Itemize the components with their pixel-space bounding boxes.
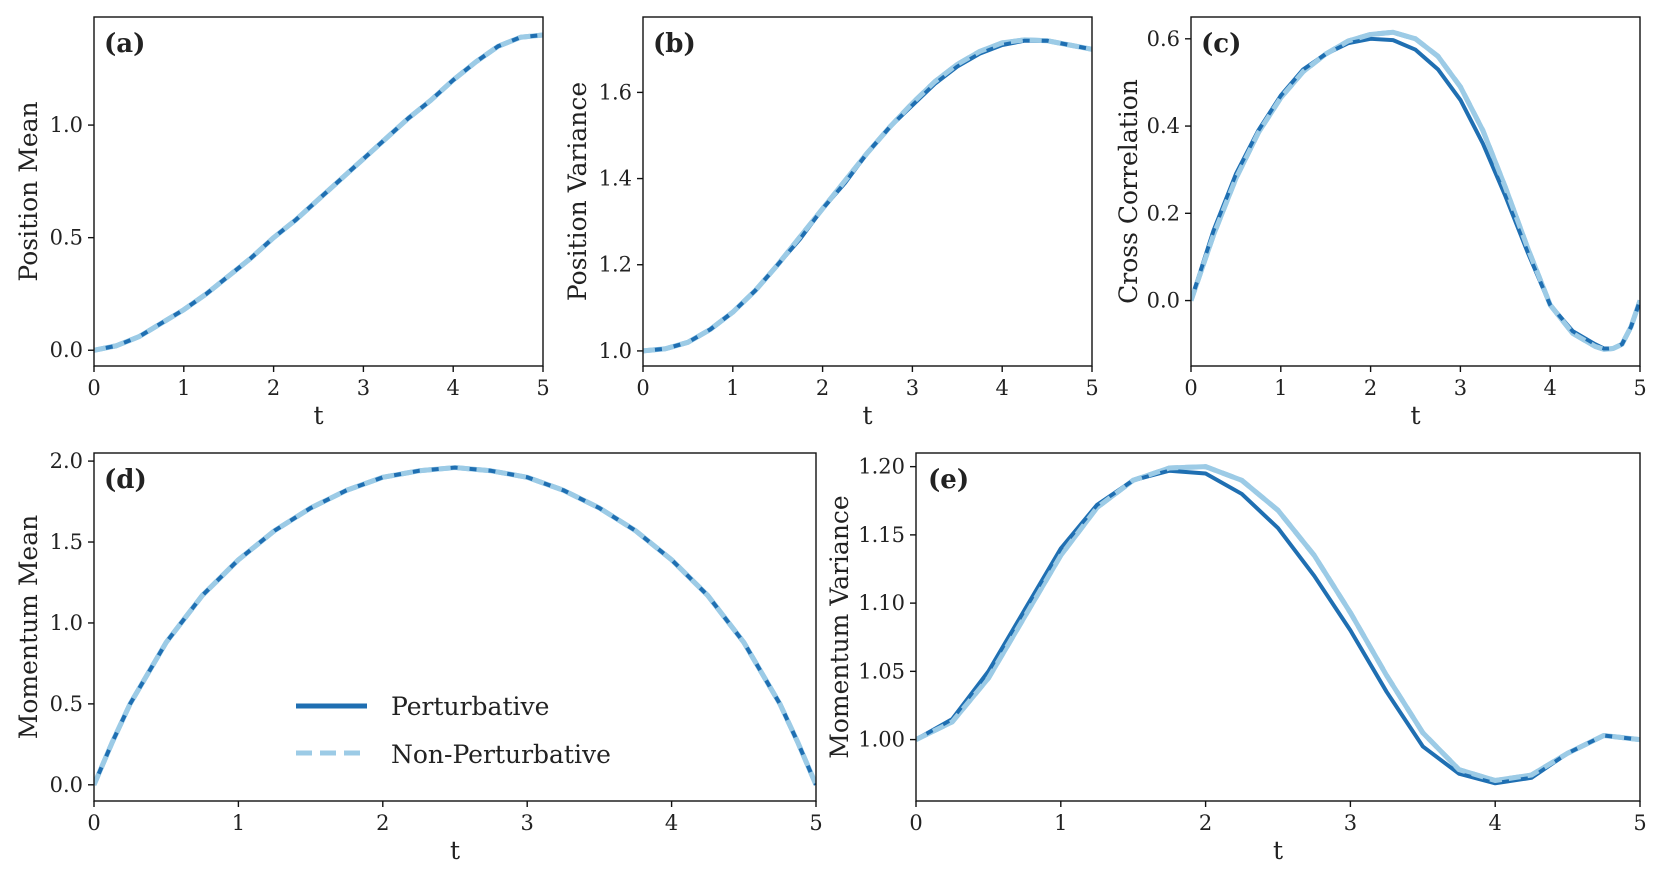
panel-d-ylabel: Momentum Mean — [14, 515, 43, 739]
panel-a-xtick-label: 4 — [447, 376, 460, 400]
panel-c-xtick-label: 0 — [1184, 376, 1197, 400]
panel-a-ytick-label: 0.5 — [50, 226, 83, 250]
panel-c-xtick-label: 4 — [1544, 376, 1557, 400]
panel-e-ytick-label: 1.05 — [858, 659, 905, 683]
legend: Perturbative Non-Perturbative — [296, 692, 611, 769]
panel-e-xtick-label: 2 — [1199, 811, 1212, 835]
panel-d-xtick-label: 0 — [87, 811, 100, 835]
panel-e-ytick-label: 1.20 — [858, 455, 905, 479]
panel-c-series-non-perturbative-under — [1191, 29, 1640, 352]
panel-d-ytick-label: 0.5 — [50, 692, 83, 716]
panel-e-xtick-label: 4 — [1489, 811, 1502, 835]
panel-c-series-perturbative — [1191, 36, 1640, 351]
panel-c-xtick-label: 1 — [1274, 376, 1287, 400]
panel-d-tag: (d) — [104, 465, 147, 495]
legend-label-perturbative: Perturbative — [391, 692, 549, 721]
panel-b-ytick-label: 1.2 — [599, 253, 632, 277]
panel-b-xtick-label: 2 — [816, 376, 829, 400]
panel-a-ylabel: Position Mean — [14, 101, 43, 281]
panel-b-series-non-perturbative — [643, 37, 1092, 354]
panel-e: 0 1 2 3 4 5 1.00 1.05 1.10 1.15 1.20 t Momentum Vari… — [825, 452, 1647, 865]
panel-b-tag: (b) — [653, 29, 696, 59]
panel-b-xtick-label: 1 — [726, 376, 739, 400]
panel-b-xlabel: t — [862, 401, 872, 430]
panel-e-tag: (e) — [928, 465, 969, 495]
legend-label-non-perturbative: Non-Perturbative — [391, 740, 611, 769]
panel-c-ytick-label: 0.4 — [1147, 114, 1180, 138]
panel-a-xtick-label: 5 — [536, 376, 549, 400]
panel-e-series-non-perturbative — [916, 464, 1640, 784]
panel-c-ytick-label: 0.0 — [1147, 289, 1180, 313]
panel-a-series-non-perturbative — [94, 32, 543, 353]
panel-b-xtick-label: 5 — [1085, 376, 1098, 400]
panel-d-xlabel: t — [450, 836, 460, 865]
panel-d-series-perturbative — [94, 465, 816, 786]
panel-b-series-perturbative — [643, 38, 1092, 353]
panel-b-xtick-label: 4 — [996, 376, 1009, 400]
panel-c: 0 1 2 3 4 5 0.0 0.2 0.4 0.6 t Cross Correlation (c) — [1114, 16, 1647, 430]
panel-a-xtick-label: 1 — [177, 376, 190, 400]
panel-c-ytick-label: 0.2 — [1147, 201, 1180, 225]
panel-d-ytick-label: 1.0 — [50, 611, 83, 635]
panel-e-xtick-label: 1 — [1054, 811, 1067, 835]
panel-a-xtick-label: 3 — [357, 376, 370, 400]
panel-b-series-non-perturbative-under — [643, 37, 1092, 354]
panel-d-xtick-label: 2 — [376, 811, 389, 835]
panel-e-ytick-label: 1.15 — [858, 523, 905, 547]
panel-d-frame — [93, 452, 817, 802]
panel-d-ytick-label: 2.0 — [50, 449, 83, 473]
panel-d-xtick-label: 3 — [521, 811, 534, 835]
panel-c-tag: (c) — [1201, 29, 1241, 59]
panel-b-xtick-label: 0 — [636, 376, 649, 400]
panel-d-xtick-label: 4 — [665, 811, 678, 835]
panel-c-ylabel: Cross Correlation — [1114, 79, 1143, 304]
panel-e-series-non-perturbative-under — [916, 464, 1640, 784]
panel-a-series-perturbative — [94, 33, 543, 353]
panel-e-xtick-label: 0 — [909, 811, 922, 835]
panel-a-xtick-label: 0 — [87, 376, 100, 400]
panel-b-ytick-label: 1.6 — [599, 80, 632, 104]
panel-a-xtick-label: 2 — [267, 376, 280, 400]
panel-b: 0 1 2 3 4 5 1.0 1.2 1.4 1.6 t Position Variance (b) — [563, 16, 1099, 430]
panel-d-series-non-perturbative — [94, 465, 816, 786]
panel-d-xtick-label: 5 — [809, 811, 822, 835]
panel-c-ytick-label: 0.6 — [1147, 27, 1180, 51]
panel-e-ylabel: Momentum Variance — [825, 495, 854, 758]
panel-e-xtick-label: 3 — [1344, 811, 1357, 835]
panel-e-ytick-label: 1.00 — [858, 728, 905, 752]
panel-c-xtick-label: 3 — [1454, 376, 1467, 400]
panel-b-ylabel: Position Variance — [563, 82, 592, 301]
panel-d-series-non-perturbative-under — [94, 465, 816, 786]
panel-a-tag: (a) — [104, 29, 145, 59]
panel-a-xlabel: t — [313, 401, 323, 430]
panel-c-xtick-label: 5 — [1633, 376, 1646, 400]
panel-e-frame — [915, 452, 1641, 802]
panel-a-ytick-label: 1.0 — [50, 113, 83, 137]
panel-c-frame — [1190, 16, 1641, 367]
panel-e-xtick-label: 5 — [1633, 811, 1646, 835]
panel-a-frame — [93, 16, 544, 367]
panel-d-ytick-label: 0.0 — [50, 773, 83, 797]
panel-e-ytick-label: 1.10 — [858, 591, 905, 615]
panel-b-frame — [642, 16, 1093, 367]
panel-b-ytick-label: 1.0 — [599, 339, 632, 363]
panel-a-series-non-perturbative-under — [94, 32, 543, 353]
panel-e-series-perturbative — [916, 468, 1640, 786]
panel-d: 0 1 2 3 4 5 0.0 0.5 1.0 1.5 2.0 t Momentum Mean (d) — [14, 449, 823, 865]
panel-d-xtick-label: 1 — [232, 811, 245, 835]
panel-b-ytick-label: 1.4 — [599, 167, 632, 191]
panel-c-xtick-label: 2 — [1364, 376, 1377, 400]
panel-b-xtick-label: 3 — [906, 376, 919, 400]
panel-c-xlabel: t — [1410, 401, 1420, 430]
panel-a-ytick-label: 0.0 — [50, 338, 83, 362]
panel-a: 0 1 2 3 4 5 0.0 0.5 1.0 t Position Mean (a) — [14, 16, 550, 430]
panel-c-series-non-perturbative — [1191, 29, 1640, 352]
panel-e-xlabel: t — [1273, 836, 1283, 865]
panel-d-ytick-label: 1.5 — [50, 530, 83, 554]
